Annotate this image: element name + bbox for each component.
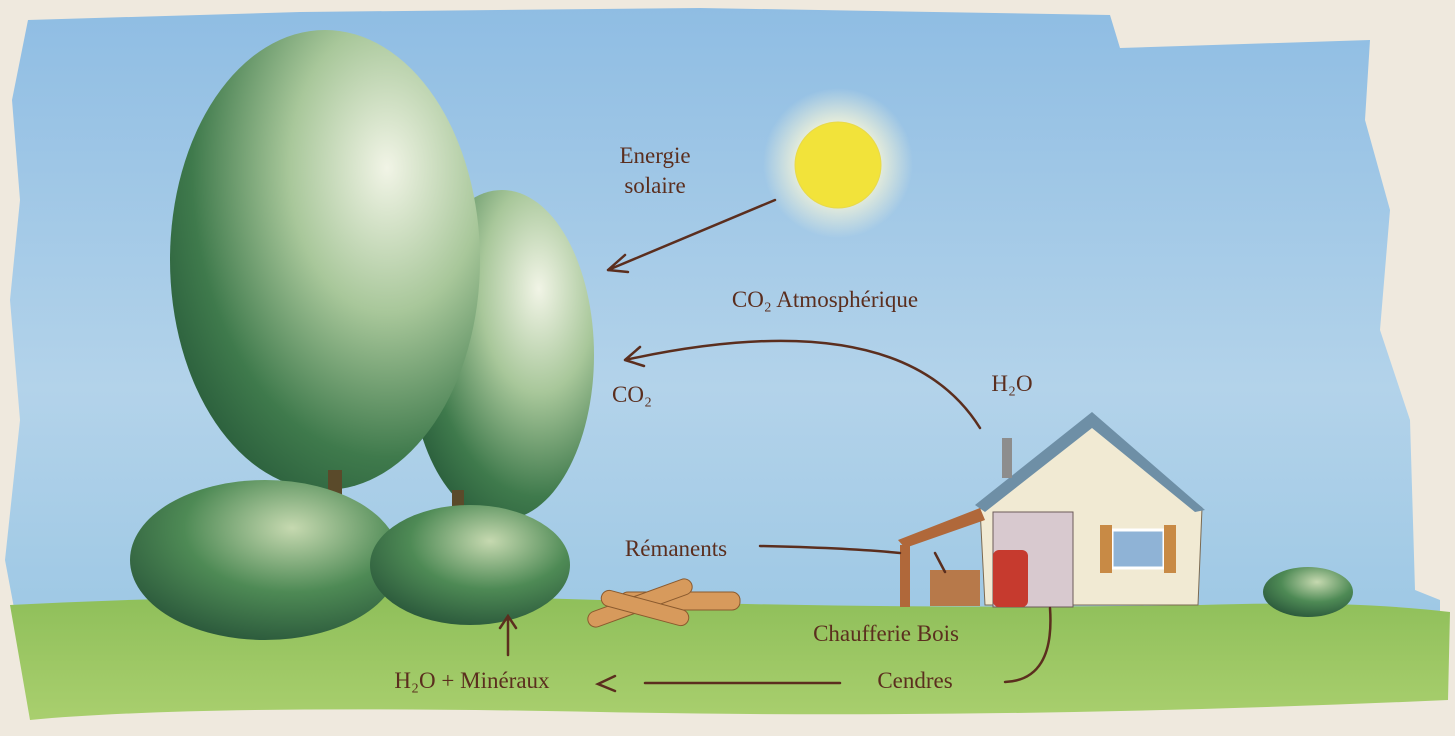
- label: CO₂: [612, 382, 652, 407]
- label: Rémanents: [625, 536, 727, 561]
- tree: [170, 30, 480, 490]
- arrow: [1003, 606, 1052, 684]
- label: Chaufferie Bois: [813, 621, 959, 646]
- label: solaire: [624, 173, 685, 198]
- grass: [10, 596, 1450, 720]
- arrow: [758, 544, 902, 555]
- arrow: [933, 551, 947, 574]
- house: [898, 412, 1205, 608]
- label: Cendres: [877, 668, 952, 693]
- label: Energie: [619, 143, 690, 168]
- logs: [587, 578, 741, 628]
- arrow: [594, 674, 842, 693]
- arrow: [498, 613, 518, 657]
- sun: [794, 121, 882, 209]
- bush: [370, 505, 570, 625]
- bush: [1263, 567, 1353, 617]
- label: H₂O: [991, 371, 1032, 396]
- label: H₂O + Minéraux: [394, 668, 550, 693]
- arrow: [606, 198, 777, 274]
- label: CO₂ Atmosphérique: [732, 287, 918, 312]
- bush: [130, 480, 400, 640]
- arrow: [623, 339, 982, 430]
